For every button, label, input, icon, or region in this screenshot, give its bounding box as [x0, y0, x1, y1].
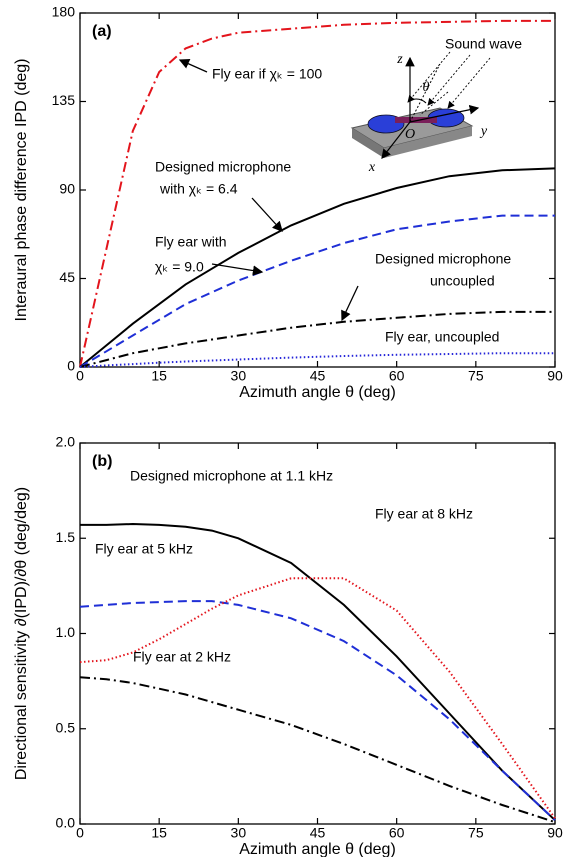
x-tick-label: 45: [310, 368, 326, 384]
y-tick-label: 2.0: [56, 434, 76, 450]
x-tick-label: 60: [389, 368, 405, 384]
x-tick-label: 0: [76, 368, 84, 384]
annotation-arrow: [341, 285, 359, 322]
y-tick-label: 135: [52, 92, 76, 108]
x-tick-label: 15: [151, 825, 167, 841]
plot-frame: [79, 442, 556, 825]
curve-label: with χₖ = 6.4: [159, 181, 238, 197]
x-tick-label: 75: [468, 825, 484, 841]
data-line: [79, 352, 555, 368]
y-tick-label: 0.0: [56, 815, 76, 831]
chart-panel: 0 15 30 45 60 75 90 0.0 0.5 1.0 1.5 2.0 Azimuth angl…: [13, 434, 563, 857]
x-tick-label: 60: [389, 825, 405, 841]
y-axis-title: Directional sensitivity ∂(IPD)/∂θ (deg/d…: [13, 487, 30, 780]
inset-diagram: [350, 51, 491, 159]
curve-label: Designed microphone: [155, 159, 291, 175]
inset-label: O: [405, 127, 415, 142]
data-line: [79, 577, 556, 819]
annotation-arrow: [251, 197, 283, 232]
x-tick-label: 30: [231, 368, 247, 384]
data-line: [79, 676, 556, 824]
x-axis-title: Azimuth angle θ (deg): [239, 384, 396, 401]
y-tick-label: 1.5: [56, 529, 76, 545]
y-tick-label: 0: [67, 358, 75, 374]
data-line: [79, 19, 555, 368]
data-line: [79, 600, 556, 821]
inset-label: x: [368, 160, 376, 175]
curve-label: χₖ = 9.0: [155, 259, 204, 275]
x-tick-label: 90: [547, 825, 563, 841]
curve-label: Fly ear with: [155, 234, 227, 250]
data-line: [79, 167, 556, 368]
curve-label: Fly ear at 5 kHz: [95, 541, 193, 557]
y-tick-label: 1.0: [56, 624, 76, 640]
data-line: [79, 214, 555, 368]
panel-label: (a): [92, 23, 112, 40]
y-tick-label: 90: [59, 181, 75, 197]
y-tick-label: 0.5: [56, 719, 76, 735]
y-axis-title: Interaural phase difference IPD (deg): [13, 59, 30, 322]
inset-label: Sound wave: [445, 36, 522, 52]
annotation-arrow: [211, 263, 264, 276]
x-tick-label: 30: [231, 825, 247, 841]
x-tick-label: 90: [547, 368, 563, 384]
curve-label: Designed microphone at 1.1 kHz: [130, 468, 333, 484]
curve-label: Fly ear at 8 kHz: [375, 506, 473, 522]
curve-label: uncoupled: [430, 273, 495, 289]
x-axis-title: Azimuth angle θ (deg): [239, 841, 396, 857]
curve-label: Fly ear, uncoupled: [385, 329, 499, 345]
inset-label: y: [479, 124, 488, 139]
x-tick-label: 75: [468, 368, 484, 384]
y-tick-label: 180: [52, 4, 76, 20]
curve-label: Fly ear if χₖ = 100: [212, 66, 322, 82]
curve-label: Fly ear at 2 kHz: [133, 649, 231, 665]
inset-label: z: [396, 52, 403, 67]
data-line: [79, 310, 555, 368]
annotation-arrow: [178, 58, 208, 73]
chart-panel: 0 15 30 45 60 75 90 0 45 90 135 180 Azimuth angle θ …: [13, 4, 563, 402]
data-line: [80, 522, 556, 821]
inset-label: θ: [423, 80, 430, 95]
x-tick-label: 0: [76, 825, 84, 841]
y-tick-label: 45: [59, 269, 75, 285]
x-tick-label: 45: [310, 825, 326, 841]
panel-label: (b): [92, 453, 112, 470]
x-tick-label: 15: [151, 368, 167, 384]
curve-label: Designed microphone: [375, 251, 511, 267]
